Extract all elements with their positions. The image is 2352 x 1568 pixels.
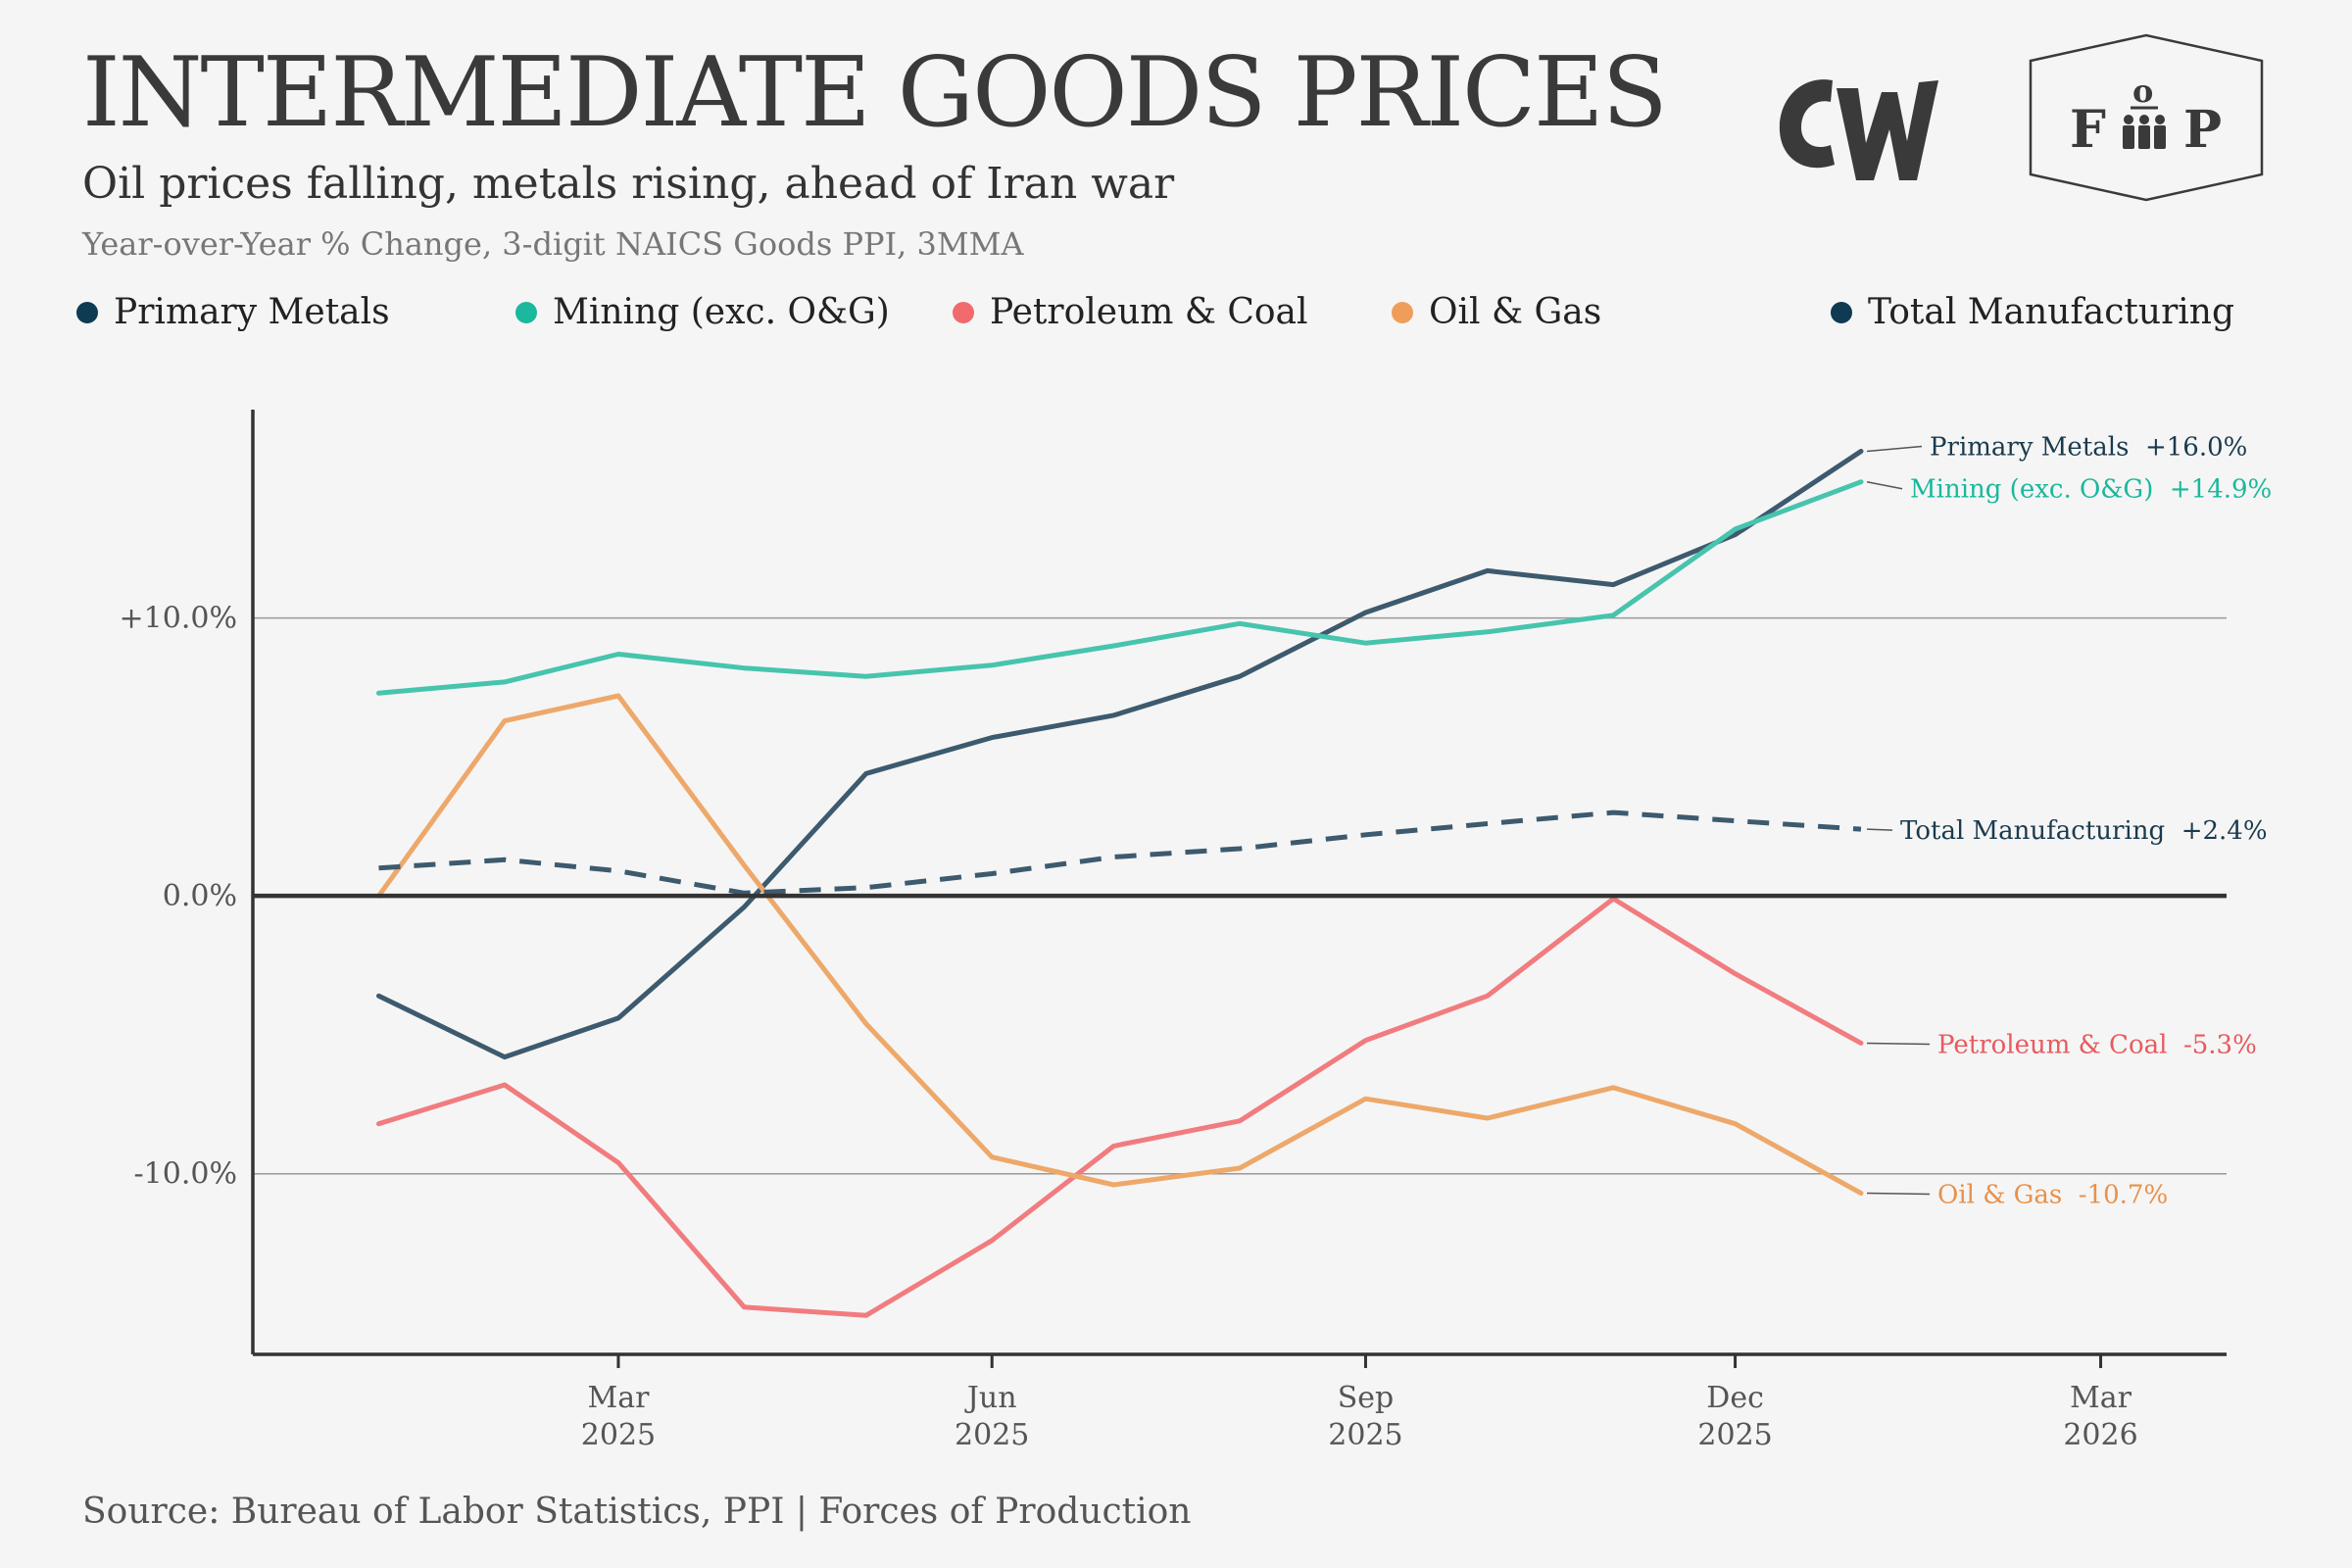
legend-item-total-manufacturing: Total Manufacturing	[1831, 292, 2234, 332]
fop-logo-f: F	[2070, 100, 2106, 160]
series-line-2	[376, 896, 1864, 1318]
fop-workers-icon	[2123, 115, 2166, 149]
x-tick-label-month-1: Jun	[964, 1381, 1017, 1415]
legend-label-oil-gas: Oil & Gas	[1429, 292, 1602, 332]
end-label-leader-2	[1867, 1042, 1931, 1046]
legend-dot-petroleum-icon	[953, 301, 974, 323]
fop-logo-o: o	[2132, 73, 2153, 110]
y-tick-label-1: 0.0%	[163, 879, 237, 913]
series-line-3	[376, 693, 1864, 1197]
x-tick-label-year-4: 2026	[2063, 1418, 2137, 1452]
x-tick-label-month-3: Dec	[1706, 1381, 1764, 1415]
source-note: Source: Bureau of Labor Statistics, PPI …	[82, 1492, 1192, 1532]
x-tick-label-month-0: Mar	[587, 1381, 650, 1415]
legend-dot-mining-icon	[515, 301, 537, 323]
fop-logo-icon: F P o	[2029, 33, 2264, 202]
chart-subtitle: Oil prices falling, metals rising, ahead…	[82, 159, 1175, 209]
series-line-0	[376, 449, 1864, 1060]
legend-item-primary-metals: Primary Metals	[76, 292, 390, 332]
legend-dot-oil-gas-icon	[1392, 301, 1413, 323]
chart-note: Year-over-Year % Change, 3-digit NAICS G…	[82, 225, 1024, 263]
fop-logo-p: P	[2183, 100, 2222, 160]
legend-label-mining: Mining (exc. O&G)	[553, 292, 890, 332]
end-label-leader-0	[1866, 445, 1923, 453]
cw-logo-icon: CW	[1779, 79, 1938, 180]
legend-item-mining: Mining (exc. O&G)	[515, 292, 890, 332]
y-tick-label-2: -10.0%	[134, 1157, 237, 1192]
end-label-4: Total Manufacturing +2.4%	[1900, 816, 2268, 846]
legend-dot-total-manufacturing-icon	[1831, 301, 1852, 323]
legend-dot-primary-metals-icon	[76, 301, 98, 323]
x-tick-label-year-1: 2025	[955, 1418, 1029, 1452]
y-tick-label-0: +10.0%	[120, 602, 237, 636]
series-line-4	[378, 809, 1862, 896]
end-label-1: Mining (exc. O&G) +14.9%	[1910, 475, 2272, 505]
x-tick-label-year-2: 2025	[1328, 1418, 1402, 1452]
legend: Primary Metals Mining (exc. O&G) Petrole…	[76, 292, 2291, 341]
legend-label-petroleum: Petroleum & Coal	[990, 292, 1308, 332]
series-lines	[376, 449, 1864, 1318]
x-tick-label-month-2: Sep	[1338, 1381, 1395, 1415]
end-label-leader-1	[1866, 480, 1903, 490]
chart-title: INTERMEDIATE GOODS PRICES	[82, 37, 1668, 149]
end-label-leader-3	[1867, 1192, 1931, 1196]
axes: +10.0%0.0%-10.0%Mar2025Jun2025Sep2025Dec…	[120, 410, 2227, 1452]
legend-item-petroleum: Petroleum & Coal	[953, 292, 1308, 332]
legend-label-total-manufacturing: Total Manufacturing	[1868, 292, 2235, 332]
x-tick-label-year-0: 2025	[581, 1418, 656, 1452]
end-label-0: Primary Metals +16.0%	[1930, 433, 2247, 463]
end-labels: Primary Metals +16.0% Mining (exc. O&G) +…	[1866, 433, 2272, 1210]
grid-lines	[253, 616, 2227, 1175]
legend-label-primary-metals: Primary Metals	[114, 292, 390, 332]
end-label-leader-4	[1867, 828, 1893, 831]
end-label-3: Oil & Gas -10.7%	[1937, 1181, 2168, 1210]
x-tick-label-year-3: 2025	[1697, 1418, 1772, 1452]
legend-item-oil-gas: Oil & Gas	[1392, 292, 1601, 332]
series-line-1	[376, 479, 1864, 696]
x-tick-label-month-4: Mar	[2070, 1381, 2132, 1415]
end-label-2: Petroleum & Coal -5.3%	[1937, 1030, 2257, 1059]
